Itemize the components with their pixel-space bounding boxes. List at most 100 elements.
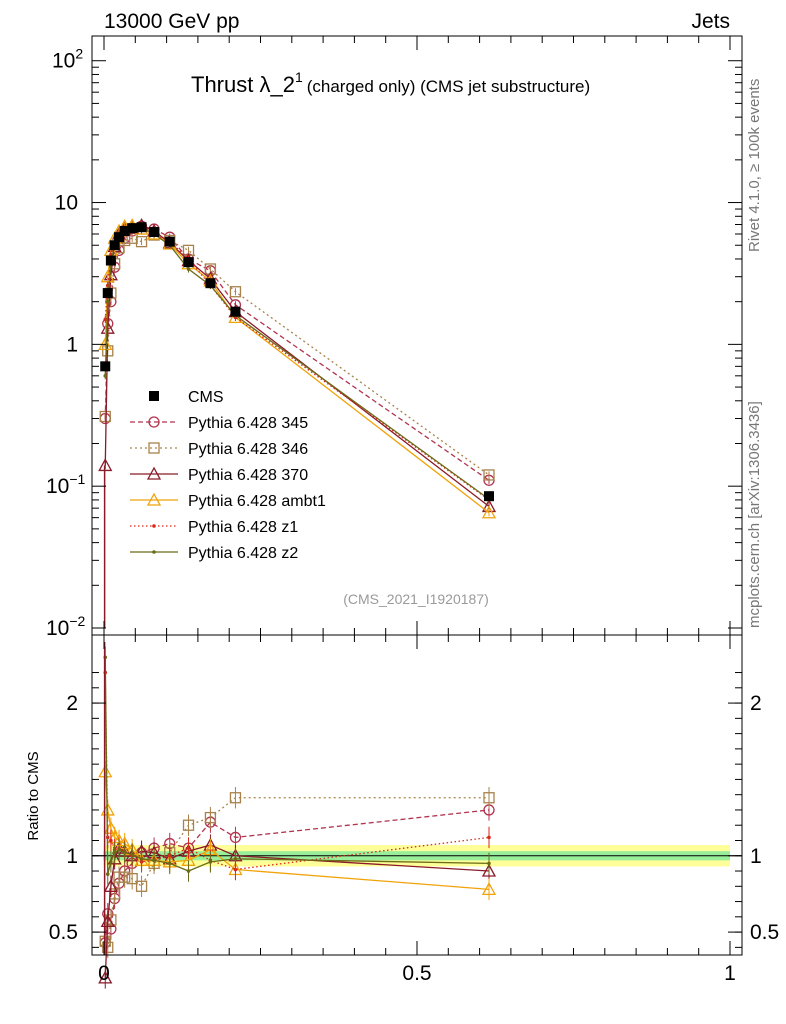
legend-marker	[148, 442, 160, 454]
legend: CMS Pythia 6.428 345 Pythia 6.428 346 Pythi…	[130, 389, 326, 562]
ratio-series-line	[104, 797, 489, 948]
legend-label: Pythia 6.428 345	[188, 415, 308, 432]
legend-label: Pythia 6.428 ambt1	[188, 493, 326, 510]
legend-entry: CMS	[149, 389, 224, 406]
cms-point	[105, 255, 116, 266]
series-point	[103, 317, 108, 322]
series-point	[186, 267, 191, 271]
series-point	[99, 410, 111, 423]
y-tick-label: 10−1	[46, 471, 86, 498]
series-point	[109, 252, 113, 257]
ratio-point	[117, 847, 121, 852]
series-point	[229, 286, 242, 298]
series-point	[481, 505, 497, 519]
series-point	[103, 374, 108, 378]
ratio-point	[487, 835, 491, 840]
series-point	[135, 235, 148, 248]
ratio-point	[105, 872, 110, 876]
series-point	[100, 269, 115, 283]
cms-point	[149, 226, 160, 237]
cms-point	[136, 222, 147, 233]
series-line	[104, 224, 490, 507]
ratio-point	[152, 858, 156, 863]
legend-entry: Pythia 6.428 345	[130, 415, 308, 432]
ratio-point	[481, 881, 497, 895]
ratio-series-2	[99, 787, 495, 959]
cms-point	[127, 223, 138, 234]
ratio-tick-label-right: 2	[750, 692, 762, 715]
legend-marker	[146, 492, 162, 506]
ratio-point	[483, 792, 495, 804]
cms-point	[119, 226, 130, 237]
ratio-tick-label: 1	[66, 845, 78, 868]
ratio-point	[98, 970, 113, 984]
y-tick-label: 10	[55, 192, 78, 215]
ratio-point	[109, 860, 113, 864]
header-right: Jets	[691, 10, 730, 33]
ratio-point	[186, 846, 191, 850]
analysis-watermark: (CMS_2021_I1920187)	[343, 591, 489, 607]
cms-point	[164, 236, 175, 247]
series-6	[103, 223, 491, 503]
cms-point	[483, 491, 494, 502]
mcplots-label: mcplots.cern.ch [arXiv:1306.3436]	[746, 401, 763, 628]
series-point	[100, 320, 115, 334]
chart-title-sup: 1	[295, 69, 303, 85]
ratio-point	[130, 852, 134, 857]
ratio-point	[112, 850, 117, 855]
ratio-point	[229, 831, 242, 844]
legend-label: Pythia 6.428 370	[188, 467, 308, 484]
chart-title: Thrust λ_21 (charged only) (CMS jet subst…	[191, 69, 590, 97]
ratio-y-label: Ratio to CMS	[25, 751, 42, 840]
ratio-point	[167, 861, 172, 866]
legend-marker	[146, 466, 162, 480]
ratio-plot	[92, 642, 742, 989]
cms-point	[102, 288, 113, 299]
legend-marker	[152, 550, 156, 554]
ratio-point	[122, 850, 127, 855]
axis-ticks: 0 0.5 1 102 10 1 10−1 10−2 0.5 0.5 1 1 2 2	[46, 36, 779, 985]
ratio-point	[182, 819, 195, 831]
series-point	[105, 299, 110, 304]
legend-entry: Pythia 6.428 ambt1	[130, 492, 326, 510]
ratio-point	[119, 871, 131, 883]
legend-entry: Pythia 6.428 z1	[130, 519, 298, 536]
chart-title-main: Thrust λ_2	[191, 72, 295, 97]
ratio-frame	[91, 634, 743, 956]
ratio-point	[204, 811, 217, 824]
series-line	[104, 234, 490, 476]
series-line	[104, 227, 490, 501]
ratio-point	[139, 857, 144, 861]
ratio-series-line	[104, 672, 490, 871]
ratio-series-1	[99, 799, 495, 954]
y-tick-label: 10−2	[46, 613, 86, 640]
ratio-point	[186, 869, 191, 873]
rivet-label: Rivet 4.1.0, ≥ 100k events	[746, 79, 763, 252]
ratio-point	[487, 861, 491, 866]
ratio-tick-label: 0.5	[49, 921, 78, 944]
ratio-point	[103, 878, 118, 892]
cms-point	[230, 306, 241, 317]
ratio-point	[135, 880, 148, 892]
cms-data	[100, 222, 494, 502]
ratio-point	[229, 792, 242, 804]
ratio-series-line	[104, 657, 490, 875]
legend-label: CMS	[188, 389, 224, 406]
legend-marker	[149, 391, 159, 401]
ratio-tick-label-right: 1	[750, 845, 762, 868]
series-5	[103, 224, 491, 504]
ratio-point	[109, 838, 113, 843]
legend-label: Pythia 6.428 z1	[188, 519, 298, 536]
cms-point	[183, 257, 194, 268]
legend-entry: Pythia 6.428 z2	[130, 545, 298, 562]
ratio-tick-label-right: 0.5	[750, 921, 779, 944]
legend-label: Pythia 6.428 346	[188, 441, 308, 458]
x-tick-label: 1	[724, 962, 736, 985]
y-tick-label: 1	[66, 333, 78, 356]
ratio-point	[126, 873, 138, 885]
cms-point	[114, 232, 125, 243]
ratio-tick-label: 2	[66, 692, 78, 715]
cms-point	[205, 278, 216, 289]
ratio-point	[481, 863, 497, 877]
legend-label: Pythia 6.428 z2	[188, 545, 298, 562]
